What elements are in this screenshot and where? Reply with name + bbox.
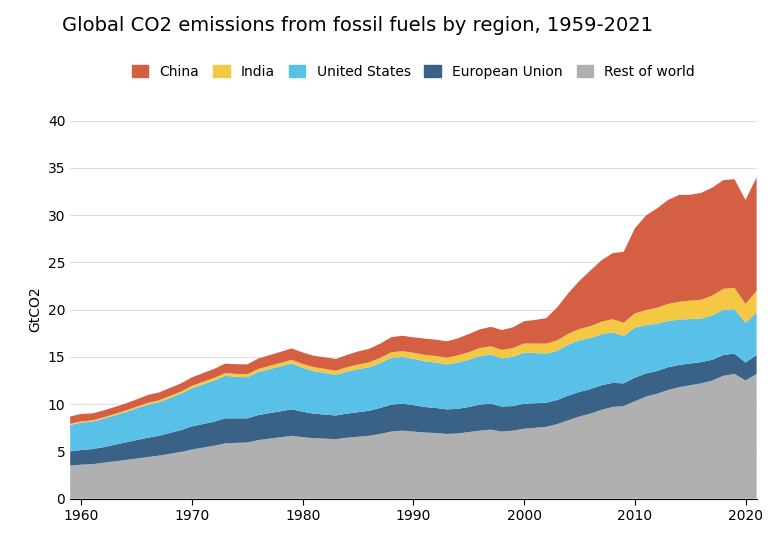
Text: Global CO2 emissions from fossil fuels by region, 1959-2021: Global CO2 emissions from fossil fuels b… (62, 16, 654, 36)
Y-axis label: GtCO2: GtCO2 (28, 287, 42, 333)
Legend: China, India, United States, European Union, Rest of world: China, India, United States, European Un… (126, 59, 700, 84)
